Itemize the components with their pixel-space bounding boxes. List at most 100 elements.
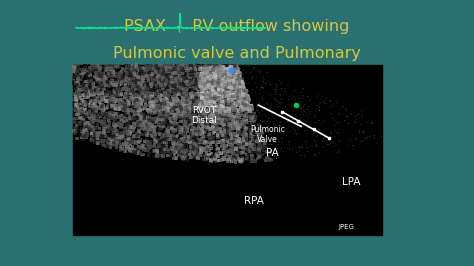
Point <box>116 106 123 111</box>
Point <box>238 137 246 142</box>
Point <box>181 110 188 114</box>
Point <box>164 103 172 107</box>
Point <box>211 80 219 85</box>
Point <box>171 153 178 157</box>
Point <box>131 110 138 114</box>
Point <box>109 140 116 144</box>
Point <box>214 132 221 136</box>
Point <box>150 80 158 84</box>
Point <box>119 66 127 70</box>
Point <box>185 78 192 82</box>
Point <box>92 73 100 77</box>
Point <box>179 72 186 76</box>
Point <box>216 77 224 81</box>
Point <box>238 106 246 111</box>
Point <box>219 65 226 69</box>
Point <box>117 130 125 135</box>
Point <box>184 109 192 113</box>
Point <box>198 148 206 152</box>
Point <box>189 116 196 120</box>
Point <box>313 135 320 139</box>
Point <box>378 135 385 139</box>
Point <box>250 149 258 153</box>
Point <box>236 100 244 104</box>
Point <box>195 154 202 159</box>
Point <box>153 99 160 103</box>
Point <box>116 72 123 76</box>
Point <box>205 72 212 76</box>
Point <box>76 94 84 99</box>
Point <box>188 129 196 133</box>
Point <box>256 88 264 92</box>
Point <box>160 76 168 80</box>
Point <box>98 119 105 123</box>
Point <box>142 84 150 88</box>
Point <box>140 80 147 84</box>
Point <box>313 144 321 149</box>
Point <box>163 66 171 70</box>
Point <box>208 151 216 155</box>
Point <box>190 123 197 127</box>
Point <box>190 98 197 102</box>
Point <box>172 76 179 80</box>
Point <box>155 65 163 69</box>
Point <box>231 78 238 82</box>
Point <box>156 89 164 93</box>
Point <box>235 67 242 71</box>
Point <box>150 78 158 82</box>
Point <box>147 84 155 89</box>
Point <box>81 69 88 73</box>
Point <box>123 65 131 69</box>
Point <box>82 69 90 73</box>
Point <box>98 103 106 108</box>
Point <box>188 153 196 158</box>
Point <box>221 65 229 69</box>
Point <box>232 72 239 76</box>
Point <box>225 69 232 73</box>
Point <box>247 154 255 158</box>
Point <box>306 122 314 126</box>
Point <box>109 94 116 98</box>
Point <box>213 78 220 82</box>
Point <box>222 144 230 148</box>
Point <box>196 66 203 70</box>
Point <box>187 141 195 146</box>
Point <box>160 77 167 81</box>
Point <box>124 99 132 103</box>
Point <box>239 160 247 164</box>
Point <box>319 136 327 140</box>
Point <box>162 105 170 109</box>
Point <box>197 79 204 84</box>
Point <box>212 152 220 156</box>
Point <box>219 67 227 71</box>
Point <box>259 143 266 148</box>
Point <box>172 127 179 132</box>
Point <box>217 126 224 130</box>
Point <box>152 106 159 111</box>
Point <box>224 96 232 100</box>
Point <box>234 131 242 135</box>
Point <box>153 85 161 89</box>
Point <box>191 78 199 83</box>
Point <box>230 158 238 162</box>
Point <box>205 88 213 92</box>
Point <box>94 77 102 82</box>
Point <box>228 71 236 76</box>
Point <box>220 157 228 161</box>
Point <box>220 65 228 69</box>
Point <box>220 68 228 72</box>
Point <box>237 84 245 88</box>
Point <box>111 107 119 111</box>
Point <box>250 67 258 71</box>
Point <box>224 106 232 110</box>
Point <box>136 68 144 73</box>
Point <box>178 83 185 87</box>
Point <box>172 94 180 99</box>
Point <box>157 75 165 80</box>
Point <box>244 95 252 99</box>
Point <box>199 97 206 101</box>
Point <box>124 119 131 123</box>
Point <box>86 88 93 92</box>
Point <box>169 81 177 86</box>
Point <box>183 156 191 160</box>
